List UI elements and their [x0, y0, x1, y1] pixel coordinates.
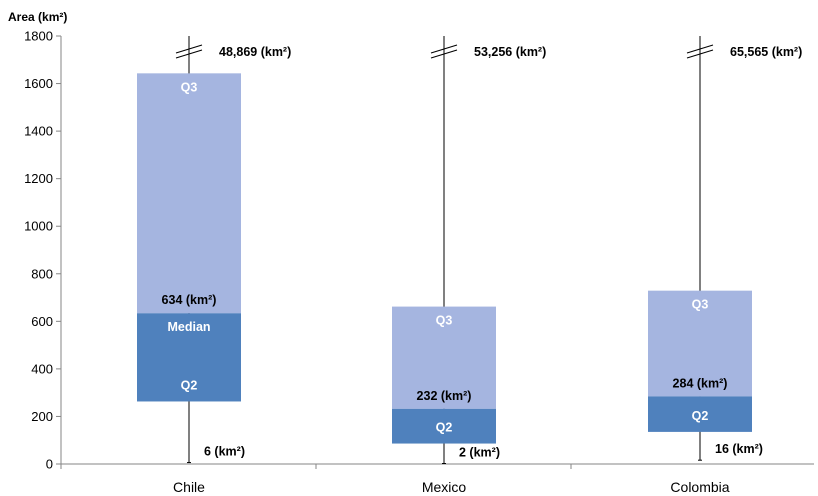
max-value-label: 53,256 (km²): [474, 45, 546, 59]
q2-label: Q2: [692, 409, 709, 423]
y-tick-label: 400: [31, 361, 53, 376]
median-value-label: 284 (km²): [673, 376, 728, 390]
median-value-label: 232 (km²): [417, 389, 472, 403]
q2-label: Q2: [181, 378, 198, 392]
max-value-label: 48,869 (km²): [219, 45, 291, 59]
q2-label: Q2: [436, 421, 453, 435]
median-value-label: 634 (km²): [162, 293, 217, 307]
q3-label: Q3: [436, 314, 453, 328]
x-category-label: Chile: [173, 479, 205, 495]
x-category-label: Colombia: [670, 479, 729, 495]
y-tick-label: 600: [31, 314, 53, 329]
min-value-label: 2 (km²): [459, 446, 500, 460]
min-value-label: 6 (km²): [204, 445, 245, 459]
q3-label: Q3: [692, 298, 709, 312]
y-tick-label: 1400: [24, 124, 53, 139]
y-tick-label: 800: [31, 266, 53, 281]
q3-box: [137, 73, 241, 313]
min-value-label: 16 (km²): [715, 442, 763, 456]
max-value-label: 65,565 (km²): [730, 45, 802, 59]
x-category-label: Mexico: [422, 479, 467, 495]
y-tick-label: 1000: [24, 219, 53, 234]
q3-label: Q3: [181, 80, 198, 94]
y-tick-label: 0: [46, 457, 53, 472]
y-tick-label: 1200: [24, 171, 53, 186]
y-tick-label: 1800: [24, 29, 53, 44]
y-tick-label: 1600: [24, 76, 53, 91]
y-axis-label: Area (km²): [8, 10, 67, 24]
y-tick-label: 200: [31, 409, 53, 424]
median-label: Median: [167, 320, 210, 334]
